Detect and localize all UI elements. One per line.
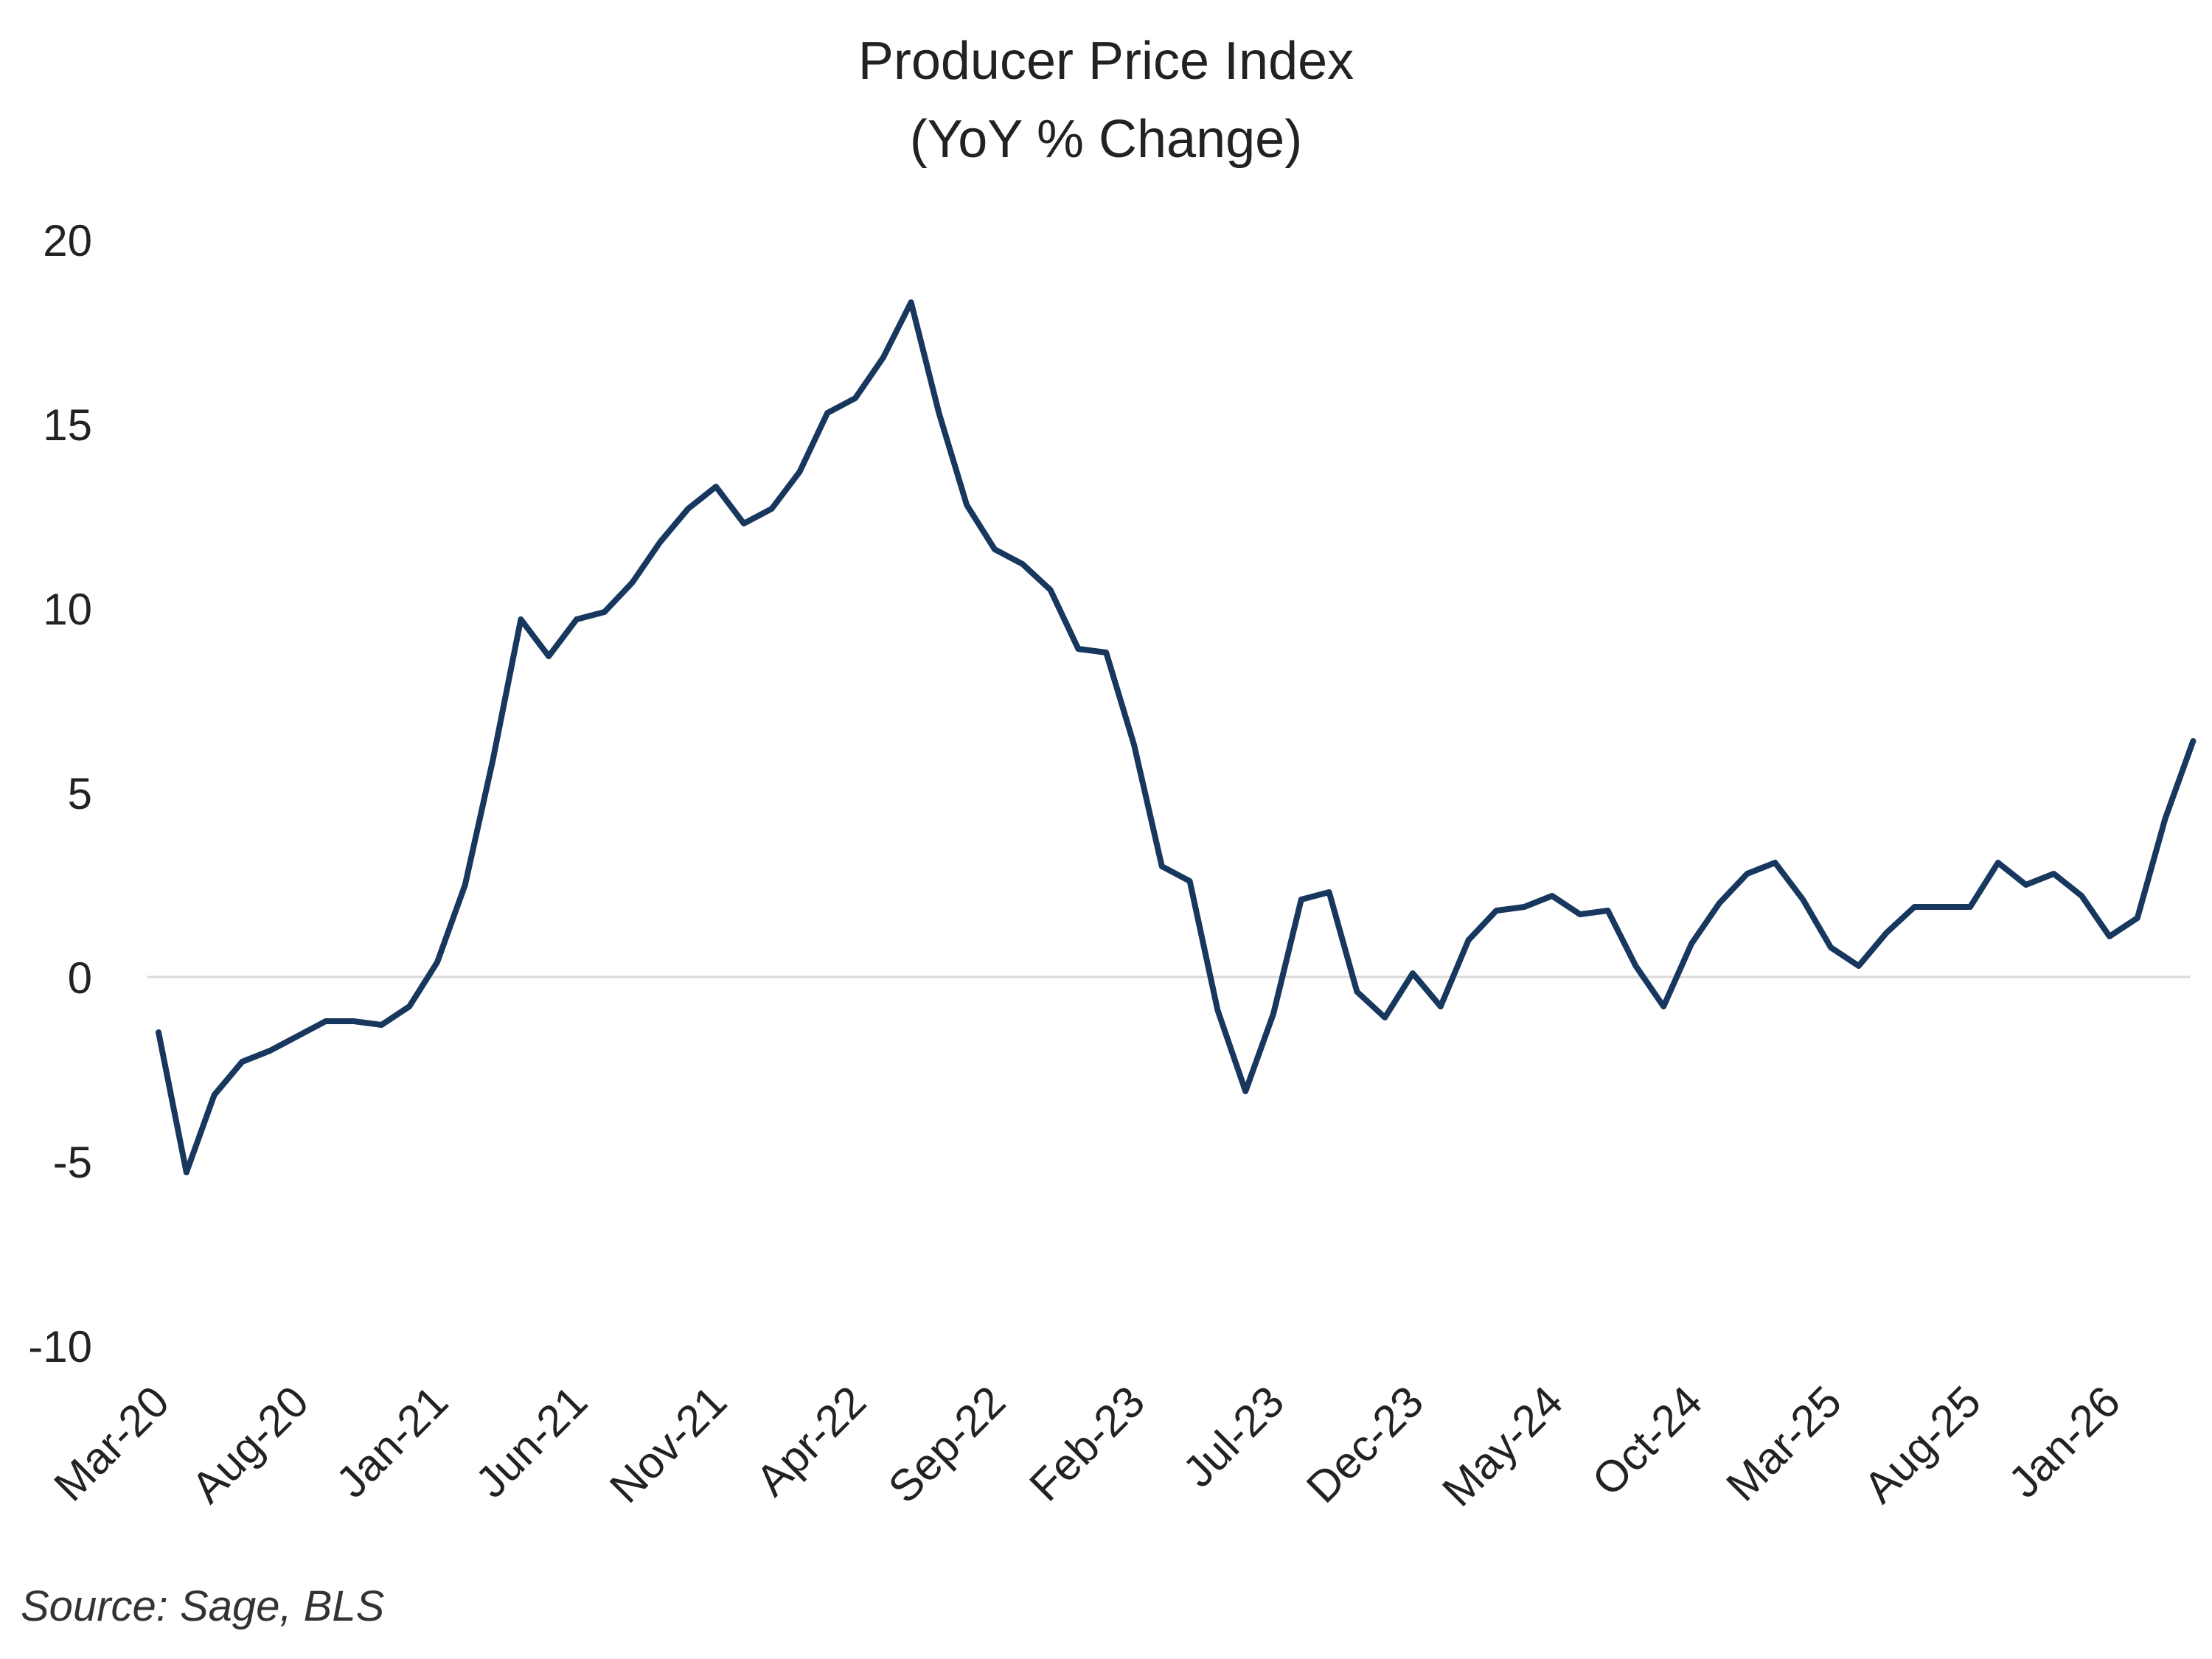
y-tick-label: 0 (68, 953, 92, 1003)
x-tick-label: Aug-25 (1854, 1377, 1990, 1512)
x-tick-label: Jul-23 (1173, 1377, 1293, 1497)
x-tick-label: Apr-22 (746, 1377, 875, 1506)
chart-title: Producer Price Index (858, 32, 1354, 91)
y-tick-label: 15 (43, 400, 92, 450)
x-tick-label: Mar-25 (1717, 1377, 1851, 1511)
x-tick-label: Mar-20 (44, 1377, 178, 1511)
x-tick-label: Feb-23 (1020, 1377, 1154, 1511)
x-tick-label: May-24 (1433, 1377, 1572, 1516)
chart-subtitle: (YoY % Change) (909, 110, 1303, 169)
x-tick-label: Jun-21 (466, 1377, 597, 1507)
x-tick-label: Sep-22 (879, 1377, 1015, 1512)
x-tick-label: Nov-21 (600, 1377, 736, 1512)
y-tick-label: 5 (68, 769, 92, 818)
x-tick-label: Oct-24 (1582, 1377, 1711, 1506)
y-tick-label: 10 (43, 585, 92, 634)
x-tick-label: Aug-20 (182, 1377, 318, 1512)
y-tick-label: 20 (43, 216, 92, 265)
x-tick-label: Dec-23 (1297, 1377, 1433, 1512)
y-tick-label: -10 (28, 1322, 92, 1371)
source-note: Source: Sage, BLS (21, 1582, 385, 1630)
x-tick-label: Jan-26 (1999, 1377, 2129, 1507)
series-line (156, 299, 2197, 1175)
y-tick-label: -5 (53, 1138, 92, 1187)
x-tick-label: Jan-21 (327, 1377, 457, 1507)
